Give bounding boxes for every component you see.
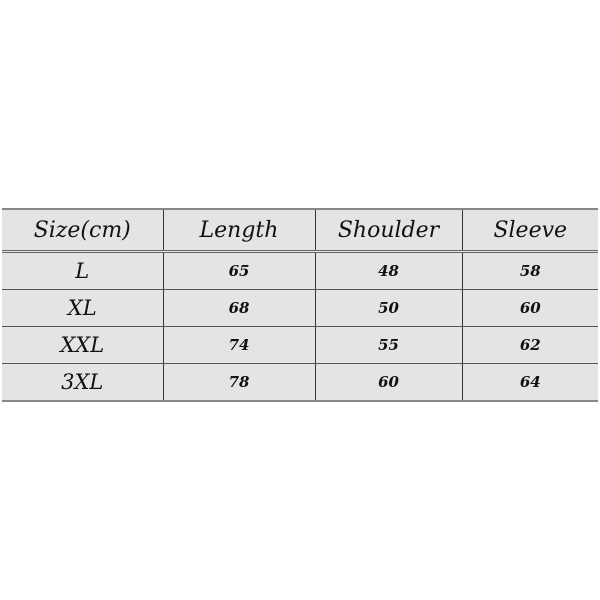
cell-length: 68: [162, 289, 315, 327]
header-length: Length: [162, 208, 315, 253]
cell-size: XXL: [2, 326, 163, 364]
header-shoulder: Shoulder: [314, 208, 462, 253]
cell-shoulder: 60: [314, 363, 462, 402]
cell-shoulder: 48: [314, 251, 462, 290]
cell-sleeve: 60: [461, 289, 598, 327]
table-row: 3XL 78 60 64: [2, 363, 598, 402]
cell-length: 74: [162, 326, 315, 364]
cell-sleeve: 64: [461, 363, 598, 402]
cell-sleeve: 62: [461, 326, 598, 364]
cell-size: XL: [2, 289, 163, 327]
table-row: L 65 48 58: [2, 251, 598, 290]
cell-shoulder: 50: [314, 289, 462, 327]
cell-size: L: [2, 251, 163, 290]
cell-shoulder: 55: [314, 326, 462, 364]
table-row: XL 68 50 60: [2, 289, 598, 327]
size-chart-table: Size(cm) Length Shoulder Sleeve L 65 48 …: [2, 208, 598, 402]
table-row: XXL 74 55 62: [2, 326, 598, 364]
header-sleeve: Sleeve: [461, 208, 598, 253]
cell-size: 3XL: [2, 363, 163, 402]
cell-sleeve: 58: [461, 251, 598, 290]
header-size: Size(cm): [2, 208, 163, 253]
cell-length: 65: [162, 251, 315, 290]
header-row: Size(cm) Length Shoulder Sleeve: [2, 208, 598, 253]
cell-length: 78: [162, 363, 315, 402]
